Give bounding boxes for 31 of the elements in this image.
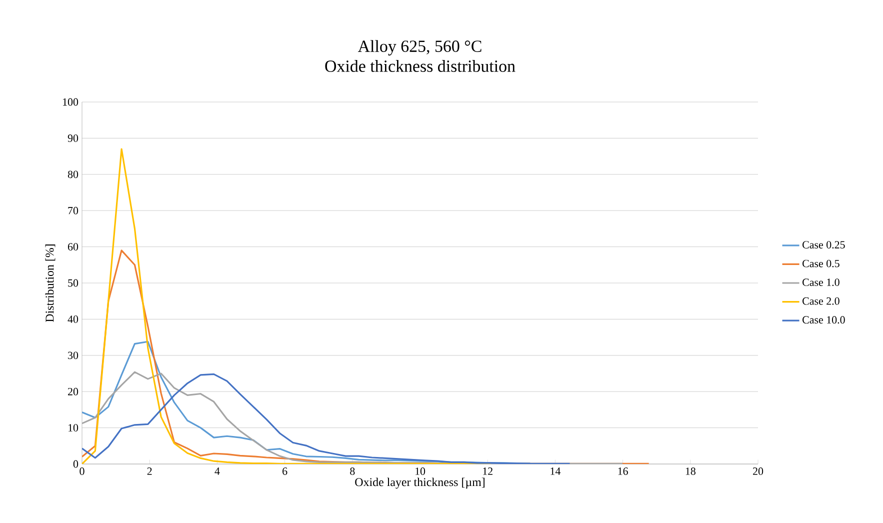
x-tick-label: 20	[753, 468, 764, 475]
x-axis-title: Oxide layer thickness [µm]	[355, 478, 484, 489]
x-tick-label: 6	[282, 468, 288, 475]
y-tick-label: 90	[68, 134, 78, 142]
y-tick-label: 50	[68, 279, 78, 287]
y-tick-label: 10	[68, 424, 78, 432]
x-tick-label: 2	[147, 468, 152, 475]
legend-label: Case 0.5	[802, 260, 840, 268]
y-axis-title: Distribution [%]	[45, 244, 56, 322]
x-tick-label: 0	[80, 468, 84, 475]
y-tick-label: 40	[68, 316, 78, 323]
y-tick-label: 100	[63, 98, 78, 106]
y-tick-label: 20	[68, 388, 78, 396]
chart-subtitle: Oxide thickness distribution	[325, 60, 516, 72]
x-tick-label: 14	[550, 468, 561, 475]
y-tick-label: 0	[73, 460, 78, 468]
legend-label: Case 2.0	[802, 297, 840, 305]
y-tick-label: 70	[68, 206, 78, 214]
legend-label: Case 0.25	[802, 241, 845, 249]
legend-label: Case 1.0	[802, 278, 840, 286]
x-tick-label: 18	[686, 468, 696, 475]
legend-label: Case 10.0	[802, 316, 845, 324]
y-tick-label: 80	[68, 170, 78, 178]
x-tick-label: 4	[214, 468, 220, 475]
y-tick-label: 60	[68, 243, 78, 250]
x-tick-label: 12	[483, 468, 492, 475]
y-tick-label: 30	[68, 352, 78, 360]
chart-title: Alloy 625, 560 °C	[358, 40, 482, 56]
x-tick-label: 16	[618, 468, 628, 475]
x-tick-label: 10	[415, 468, 426, 475]
x-tick-label: 8	[350, 468, 355, 475]
